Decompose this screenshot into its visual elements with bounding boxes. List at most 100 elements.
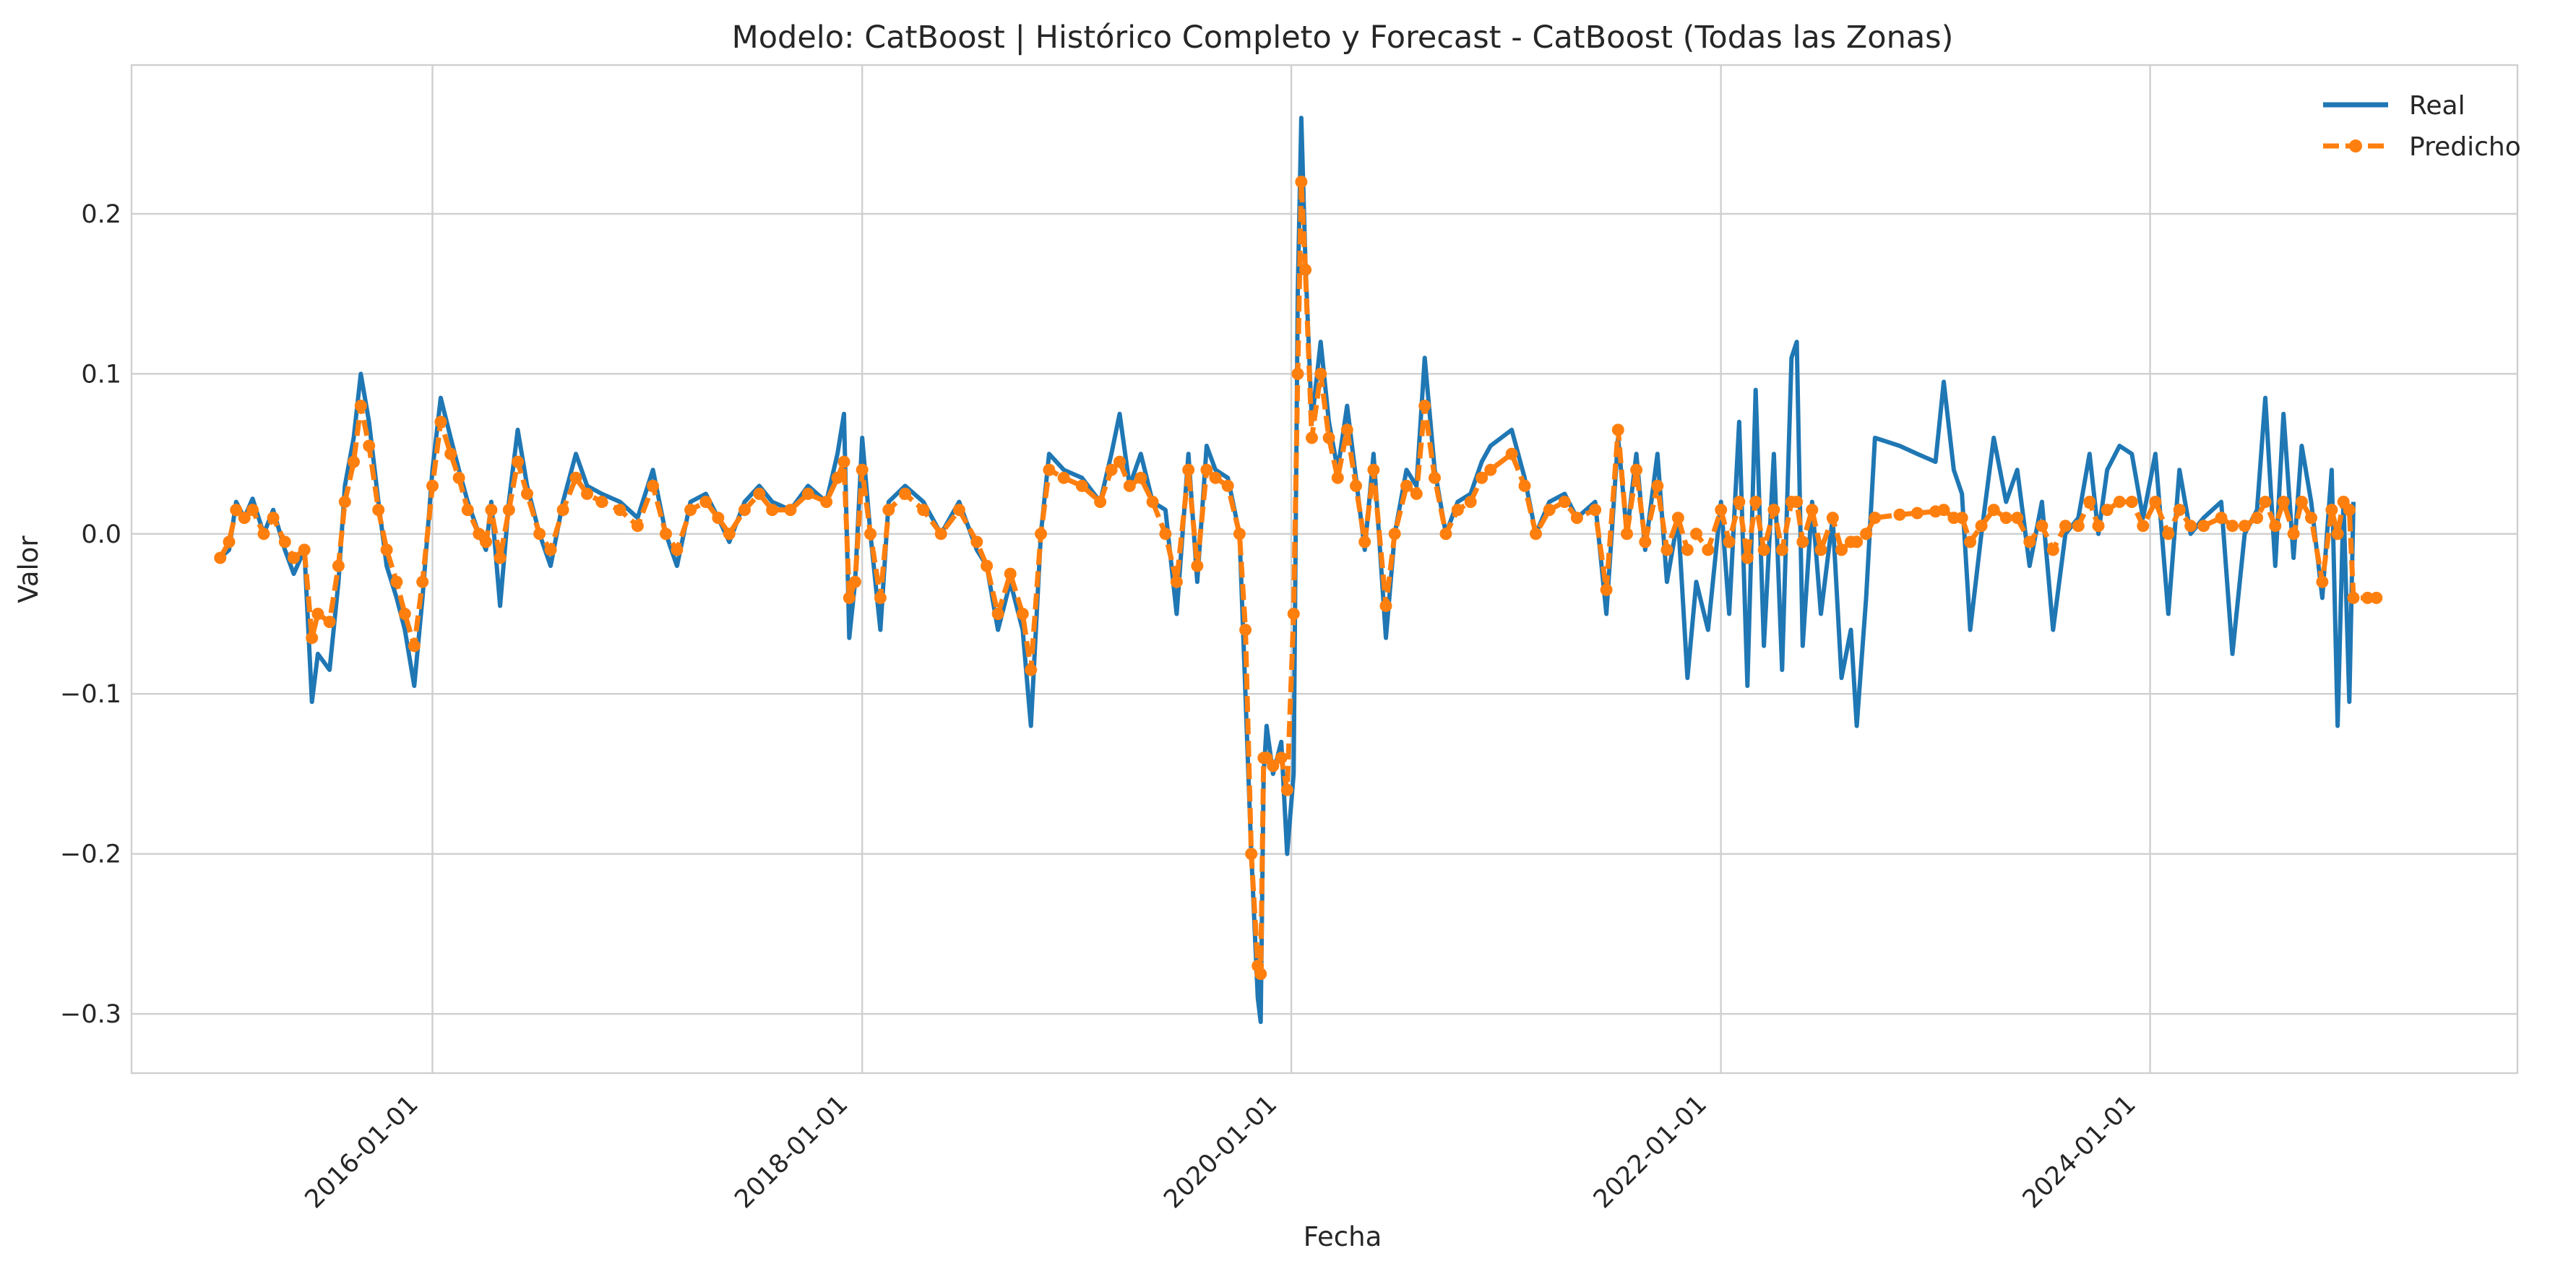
data-point-predicho	[398, 608, 411, 620]
data-point-predicho	[1639, 535, 1652, 548]
data-point-predicho	[1094, 496, 1107, 508]
data-point-predicho	[1757, 543, 1770, 556]
data-point-predicho	[298, 543, 311, 556]
data-point-predicho	[2072, 520, 2085, 533]
data-point-predicho	[1267, 759, 1280, 772]
data-point-predicho	[1723, 535, 1736, 548]
data-point-predicho	[2295, 496, 2308, 508]
data-point-predicho	[1016, 608, 1029, 620]
series-line-real	[218, 116, 2356, 1025]
data-point-predicho	[416, 575, 429, 588]
data-point-predicho	[1379, 599, 1392, 612]
data-point-predicho	[2316, 575, 2329, 588]
data-point-predicho	[434, 416, 447, 429]
plot-frame	[130, 64, 2519, 1075]
data-point-predicho	[595, 496, 608, 508]
data-point-predicho	[917, 504, 930, 517]
data-point-predicho	[2361, 591, 2374, 604]
data-point-predicho	[1200, 463, 1213, 476]
data-point-predicho	[311, 608, 324, 620]
data-point-predicho	[461, 504, 474, 517]
data-point-predicho	[1233, 528, 1246, 541]
data-point-predicho	[1418, 400, 1431, 413]
data-point-predicho	[1123, 479, 1136, 492]
data-point-predicho	[2125, 496, 2138, 508]
data-point-predicho	[2370, 591, 2383, 604]
data-point-predicho	[1388, 528, 1401, 541]
data-point-predicho	[1767, 504, 1780, 517]
data-point-predicho	[2137, 520, 2150, 533]
series-markers-predicho	[214, 176, 2383, 981]
data-point-predicho	[2277, 496, 2290, 508]
data-point-predicho	[1314, 367, 1327, 380]
data-point-predicho	[512, 455, 524, 468]
data-point-predicho	[684, 504, 697, 517]
data-point-predicho	[1191, 559, 1204, 572]
data-point-predicho	[1299, 263, 1312, 276]
y-tick-label: −0.2	[60, 840, 121, 869]
data-point-predicho	[2046, 543, 2059, 556]
data-point-predicho	[238, 512, 251, 525]
data-point-predicho	[1505, 447, 1518, 460]
data-point-predicho	[1611, 423, 1624, 436]
data-point-predicho	[856, 463, 869, 476]
data-point-predicho	[1893, 508, 1906, 521]
data-point-predicho	[533, 528, 546, 541]
data-point-predicho	[1543, 504, 1556, 517]
data-point-predicho	[267, 512, 280, 525]
data-point-predicho	[1518, 479, 1531, 492]
data-point-predicho	[874, 591, 887, 604]
data-point-predicho	[1651, 479, 1664, 492]
data-point-predicho	[647, 479, 660, 492]
data-point-predicho	[738, 504, 751, 517]
data-point-predicho	[1254, 968, 1267, 981]
data-point-predicho	[1775, 543, 1788, 556]
data-point-predicho	[1306, 431, 1318, 444]
data-point-predicho	[843, 591, 856, 604]
legend: Real Predicho	[2323, 91, 2521, 162]
data-point-predicho	[1999, 512, 2012, 525]
data-point-predicho	[1340, 423, 1353, 436]
data-point-predicho	[801, 487, 814, 500]
data-point-predicho	[408, 640, 421, 653]
data-point-predicho	[1113, 455, 1126, 468]
data-point-predicho	[631, 520, 644, 533]
x-axis-label: Fecha	[1304, 1221, 1382, 1252]
data-point-predicho	[1146, 496, 1159, 508]
data-point-predicho	[338, 496, 351, 508]
y-tick-label: 0.2	[81, 200, 121, 229]
data-point-predicho	[1075, 479, 1088, 492]
data-point-predicho	[569, 471, 582, 484]
data-point-predicho	[613, 504, 626, 517]
data-point-predicho	[2173, 504, 2186, 517]
data-point-predicho	[556, 504, 569, 517]
data-point-predicho	[1451, 504, 1464, 517]
data-point-predicho	[2083, 496, 2096, 508]
data-point-predicho	[426, 479, 439, 492]
data-point-predicho	[494, 551, 507, 564]
data-point-predicho	[1835, 543, 1848, 556]
y-tick-label: −0.3	[60, 1000, 121, 1029]
data-point-predicho	[257, 528, 270, 541]
data-point-predicho	[1043, 463, 1056, 476]
data-point-predicho	[1464, 496, 1477, 508]
data-point-predicho	[934, 528, 947, 541]
data-point-predicho	[2184, 520, 2197, 533]
data-point-predicho	[723, 528, 736, 541]
data-point-predicho	[581, 487, 593, 500]
data-point-predicho	[1806, 504, 1819, 517]
data-point-predicho	[288, 551, 300, 564]
y-tick-label: −0.1	[60, 680, 121, 709]
data-point-predicho	[831, 471, 844, 484]
data-point-predicho	[2287, 528, 2300, 541]
data-point-predicho	[899, 487, 912, 500]
data-point-predicho	[2269, 520, 2282, 533]
data-point-predicho	[2197, 520, 2210, 533]
data-point-predicho	[1105, 463, 1118, 476]
data-point-predicho	[1331, 471, 1344, 484]
data-point-predicho	[1159, 528, 1172, 541]
data-point-predicho	[480, 535, 492, 548]
data-point-predicho	[991, 608, 1004, 620]
data-point-predicho	[1209, 471, 1222, 484]
data-point-predicho	[332, 559, 345, 572]
